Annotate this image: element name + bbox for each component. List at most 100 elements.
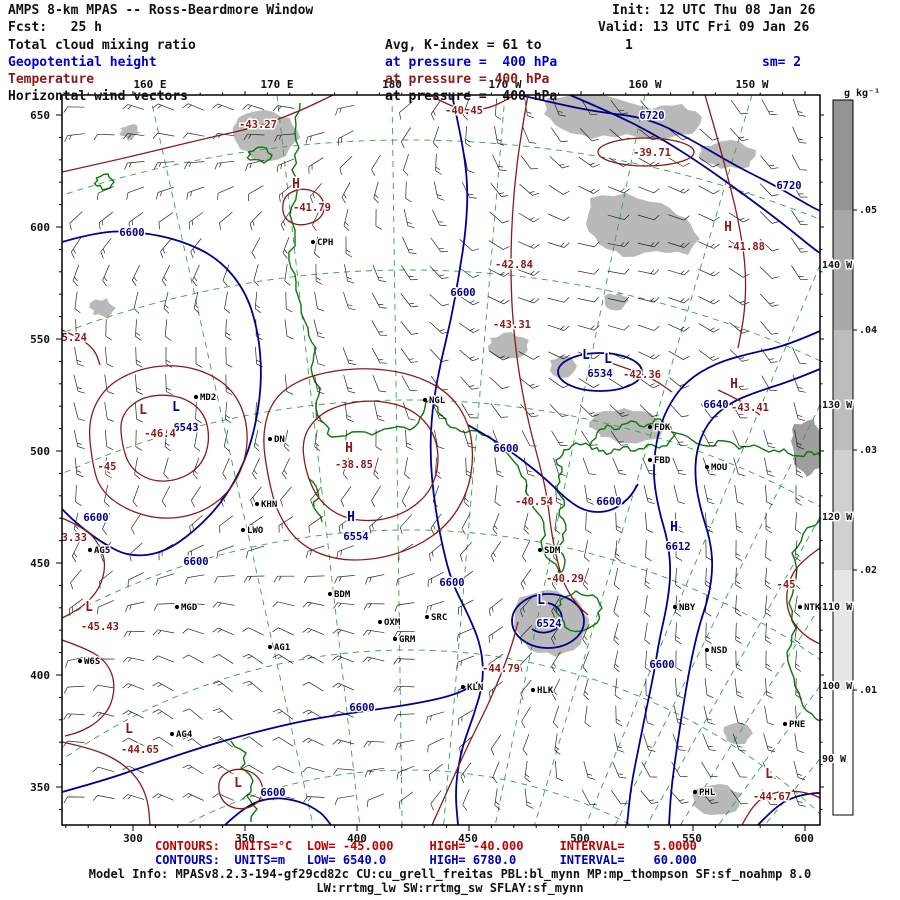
pressure-center-marker: H: [347, 510, 355, 525]
parallel-line: [62, 399, 820, 508]
temperature-contour-label: -42.36: [623, 369, 661, 381]
stations-layer: MD2 CPH NGL DN FDK FBD MOU KHN LWO AG5 MGD BDM SDM OX…: [77, 237, 821, 799]
wind-pressure-level: at pressure = 400 hPa: [385, 89, 558, 104]
temperature-contour: [62, 329, 101, 366]
temperature-contour: [62, 95, 334, 173]
temperature-contour: [429, 95, 515, 111]
station-dot: [77, 658, 83, 664]
height-contour-label: 6720: [639, 110, 664, 122]
height-contour-label: 6600: [493, 443, 518, 455]
station-dot: [240, 527, 246, 533]
station-dot: [327, 591, 333, 597]
temperature-contour-label: -42.84: [495, 259, 533, 271]
pressure-center-marker: L: [582, 348, 590, 363]
coastline: [555, 590, 603, 633]
station-dot: [460, 684, 466, 690]
height-contour: [429, 95, 484, 825]
temperature-contour: [597, 137, 695, 167]
field-label-wind: Horizontal wind vectors: [8, 89, 189, 104]
station-dot: [704, 464, 710, 470]
pressure-center-marker: L: [125, 722, 133, 737]
coastline: [675, 432, 820, 458]
x-axis-label: 350: [235, 832, 255, 845]
temperature-contour: [62, 741, 151, 825]
station-dot: [392, 636, 398, 642]
station-label: NTK: [804, 603, 821, 613]
kindex-value: 1: [625, 38, 633, 53]
temperature-contour: [62, 639, 115, 737]
map-frame-layer: 300 350 400 450 500 550 600 650 600 550 500 450 400 3…: [30, 78, 880, 845]
station-label: MD2: [200, 393, 216, 403]
meridian-line: [534, 95, 753, 825]
pressure-center-marker: L: [172, 400, 180, 415]
y-axis-label: 350: [30, 781, 50, 794]
colorbar-border: [832, 99, 854, 816]
colorbar-tick-label: .05: [859, 205, 877, 216]
station-label: PHL: [699, 788, 716, 798]
station-label: KLN: [467, 683, 483, 693]
cloud-shading-layer: [89, 95, 820, 815]
height-contour: [519, 95, 820, 212]
pressure-center-marker: L: [85, 600, 93, 615]
temperature-contour: [704, 95, 747, 349]
cloud-patch: [233, 110, 300, 162]
station-label: FBD: [654, 456, 671, 466]
colorbar-tick-label: .04: [859, 325, 877, 336]
station-label: KHN: [261, 500, 277, 510]
height-contour-label: 6600: [260, 787, 285, 799]
height-contour-label: 6612: [665, 541, 690, 553]
model-info-line2: LW:rrtmg_lw SW:rrtmg_sw SFLAY:sf_mynn: [316, 881, 584, 895]
coastline: [555, 442, 591, 575]
pressure-center-marker: L: [765, 767, 773, 782]
parallel-line: [62, 529, 820, 661]
station-label: HLK: [537, 686, 554, 696]
parallel-line: [62, 649, 820, 815]
longitude-label-right: 100 W: [822, 681, 853, 692]
station-label: LWO: [247, 526, 264, 536]
height-contour: [224, 797, 332, 825]
coastline: [330, 397, 561, 575]
station-dot: [169, 731, 175, 737]
y-axis-label: 600: [30, 221, 50, 234]
temperature-contour-label: -46.4: [144, 428, 176, 440]
longitude-label-top: 150 W: [735, 78, 768, 91]
colorbar-segment: [833, 100, 853, 210]
coastline: [93, 173, 115, 191]
y-axis-label: 550: [30, 333, 50, 346]
temperature-contour: [431, 621, 519, 825]
height-contour: [62, 681, 479, 793]
height-contours-layer: [62, 95, 820, 825]
meridian-line: [149, 95, 314, 825]
cloud-patch: [89, 298, 116, 319]
temperature-contour: [62, 517, 106, 619]
height-contour-label: 6600: [119, 227, 144, 239]
model-info-line1: Model Info: MPASv8.2.3-194-gf29cd82c CU:…: [88, 867, 812, 881]
temperature-contour-label: -40.54: [515, 496, 553, 508]
colorbar-tick-label: .03: [859, 445, 877, 456]
pressure-center-marker: H: [292, 177, 300, 192]
temperature-contour-label: -43.41: [731, 402, 769, 414]
field-label-height: Geopotential height: [8, 55, 157, 70]
colorbar-segment: [833, 210, 853, 330]
height-contour-label: 6543: [173, 422, 198, 434]
station-label: AG1: [274, 643, 290, 653]
temperature-contour-label: -44.65: [121, 744, 159, 756]
station-label: OXM: [384, 618, 401, 628]
meridian-line: [276, 95, 361, 825]
station-label: SRC: [431, 613, 447, 623]
station-dot: [174, 604, 180, 610]
meridian-line: [585, 264, 820, 825]
temperature-contour: [302, 400, 439, 522]
smoothing-label: sm= 2: [762, 55, 802, 70]
height-contour-label: 6600: [183, 556, 208, 568]
longitude-label-right: 140 W: [822, 260, 853, 271]
station-label: FDK: [654, 423, 671, 433]
height-contour: [557, 352, 643, 392]
temperature-contour: [88, 365, 248, 519]
colorbar-segment: [833, 330, 853, 450]
temperature-contour: [717, 389, 761, 416]
wind-barbs-layer: [63, 98, 808, 811]
longitude-label-right: 110 W: [822, 602, 853, 613]
station-label: NBY: [679, 603, 696, 613]
temperature-contour-label: -44.79: [482, 663, 520, 675]
